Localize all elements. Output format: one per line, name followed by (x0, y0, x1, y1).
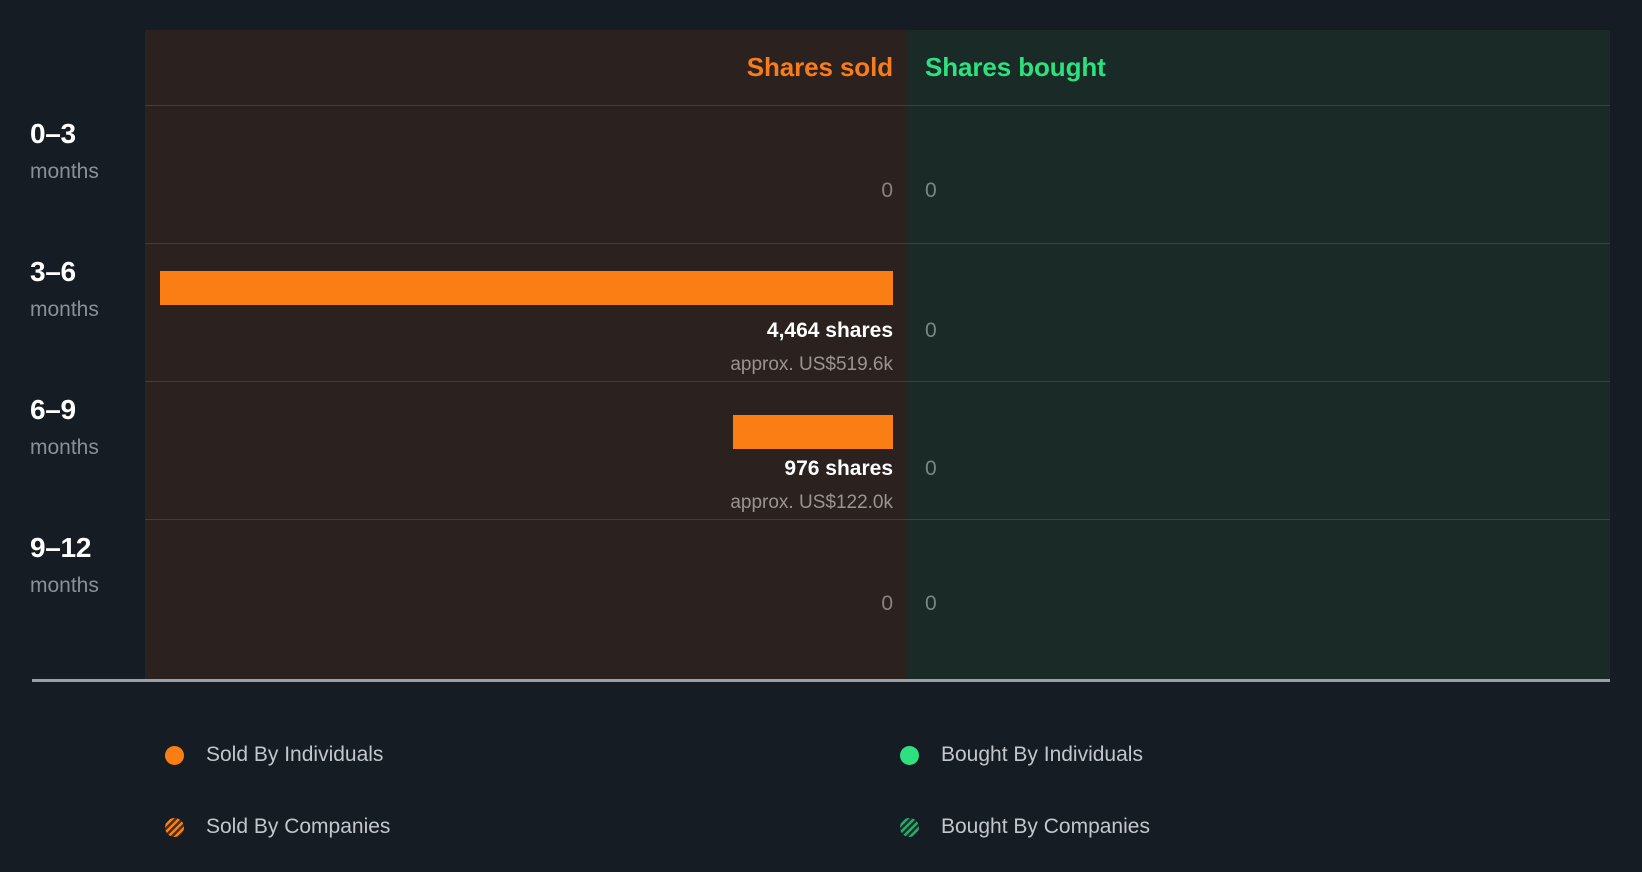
row-range: 9–12 (30, 532, 92, 563)
bought-value-9-12-months: 0 (925, 592, 937, 615)
striped-orange-circle-icon (165, 817, 184, 837)
row-range: 0–3 (30, 118, 76, 149)
legend-label: Bought By Individuals (941, 743, 1143, 766)
sold-bar-6-9-months[interactable] (733, 415, 893, 449)
shares-sold-panel (145, 30, 908, 680)
legend-item-sold-by-individuals[interactable]: Sold By Individuals (165, 742, 383, 768)
row-divider (145, 243, 1610, 244)
legend-item-bought-by-individuals[interactable]: Bought By Individuals (900, 742, 1143, 768)
sold-bar-3-6-months[interactable] (160, 271, 893, 305)
row-divider (145, 381, 1610, 382)
sold-value-3-6-months: 4,464 shares approx. US$519.6k (145, 320, 893, 374)
sold-approx-label: approx. US$519.6k (730, 354, 893, 375)
row-label-0-3-months: 0–3 months (30, 118, 145, 183)
bought-value-0-3-months: 0 (925, 179, 937, 202)
legend-item-bought-by-companies[interactable]: Bought By Companies (900, 814, 1150, 840)
shares-sold-header: Shares sold (746, 52, 893, 82)
row-label-6-9-months: 6–9 months (30, 394, 145, 459)
row-label-9-12-months: 9–12 months (30, 532, 145, 597)
legend-label: Sold By Companies (206, 815, 391, 838)
sold-value-0-3-months: 0 (881, 179, 893, 202)
sold-shares-label: 976 shares (784, 457, 893, 480)
solid-green-circle-icon (900, 745, 919, 765)
shares-bought-panel (908, 30, 1610, 680)
shares-bought-header: Shares bought (925, 52, 1106, 82)
row-unit: months (30, 436, 99, 459)
column-header-row: Shares sold Shares bought (0, 30, 1642, 105)
row-divider (145, 105, 1610, 106)
solid-orange-circle-icon (165, 745, 184, 765)
bought-value-3-6-months: 0 (925, 319, 937, 342)
row-range: 6–9 (30, 394, 76, 425)
bought-value-6-9-months: 0 (925, 457, 937, 480)
legend-label: Bought By Companies (941, 815, 1150, 838)
row-unit: months (30, 160, 99, 183)
row-unit: months (30, 574, 99, 597)
sold-shares-label: 4,464 shares (766, 319, 893, 342)
row-range: 3–6 (30, 256, 76, 287)
row-label-3-6-months: 3–6 months (30, 256, 145, 321)
sold-approx-label: approx. US$122.0k (730, 492, 893, 513)
striped-green-circle-icon (900, 817, 919, 837)
legend-item-sold-by-companies[interactable]: Sold By Companies (165, 814, 390, 840)
legend-label: Sold By Individuals (206, 743, 384, 766)
sold-value-6-9-months: 976 shares approx. US$122.0k (145, 458, 893, 512)
sold-value-9-12-months: 0 (881, 592, 893, 615)
row-unit: months (30, 298, 99, 321)
row-divider (145, 519, 1610, 520)
chart-axis-line (32, 679, 1610, 682)
